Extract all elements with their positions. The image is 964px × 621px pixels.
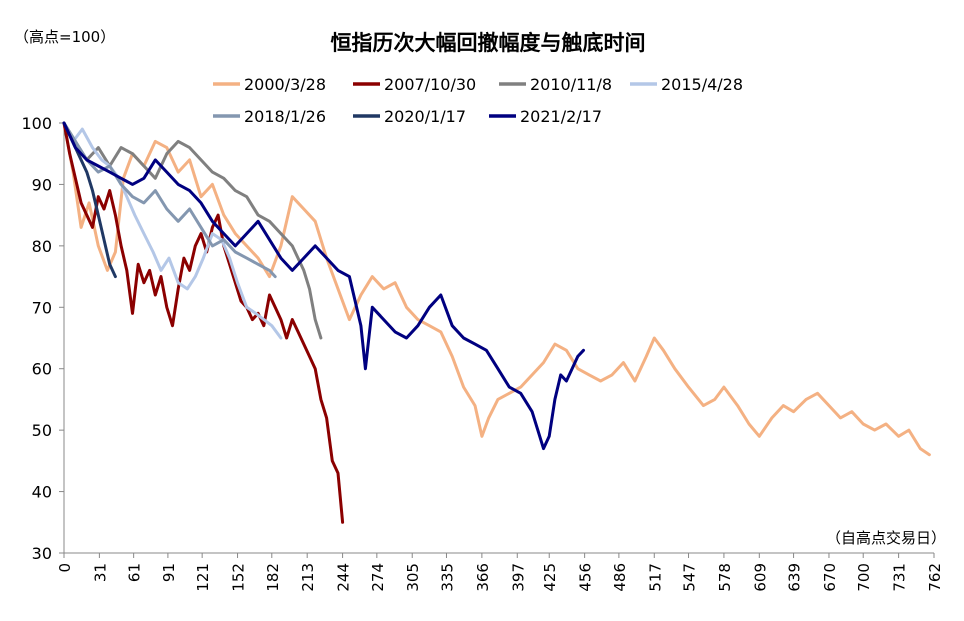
y-tick-label: 90 <box>32 175 52 194</box>
y-tick-label: 40 <box>32 483 52 502</box>
x-tick-label: 305 <box>404 563 422 592</box>
x-tick-label: 152 <box>230 563 248 592</box>
y-tick-label: 50 <box>32 421 52 440</box>
legend: 2000/3/28 2007/10/30 2010/11/8 2015/4/28 201… <box>213 75 743 126</box>
x-tick-label: 121 <box>194 563 212 592</box>
y-tick-label: 80 <box>32 237 52 256</box>
y-ticks: 30 40 50 60 70 80 90 100 <box>21 114 64 563</box>
x-tick-label: 456 <box>577 563 595 592</box>
series-lines <box>62 121 931 524</box>
legend-label: 2020/1/17 <box>384 107 466 126</box>
x-tick-label: 397 <box>509 563 527 592</box>
series-line-3 <box>62 121 283 340</box>
x-tick-label: 91 <box>160 563 178 582</box>
x-tick-label: 182 <box>264 563 282 592</box>
series-line-1 <box>62 121 345 524</box>
x-tick-label: 335 <box>438 563 456 592</box>
legend-label: 2021/2/17 <box>520 107 602 126</box>
series-line-4 <box>62 121 277 279</box>
legend-label: 2010/11/8 <box>530 75 612 94</box>
chart-title: 恒指历次大幅回撤幅度与触底时间 <box>331 31 646 55</box>
x-tick-label: 639 <box>786 563 804 592</box>
series-line-6 <box>62 121 585 451</box>
x-tick-label: 731 <box>891 563 909 592</box>
x-axis-label: （自高点交易日） <box>826 529 946 547</box>
x-tick-label: 61 <box>126 563 144 582</box>
y-tick-label: 60 <box>32 360 52 379</box>
y-tick-label: 70 <box>32 298 52 317</box>
x-ticks: 0 31 61 91 121 152 182 213 244 274 305 335 366 397 425… <box>56 553 944 592</box>
x-tick-label: 486 <box>611 563 629 592</box>
x-tick-label: 366 <box>474 563 492 592</box>
x-tick-label: 425 <box>541 563 559 592</box>
x-tick-label: 213 <box>299 563 317 592</box>
x-tick-label: 274 <box>369 563 387 592</box>
x-tick-label: 244 <box>335 563 353 592</box>
x-tick-label: 31 <box>91 563 109 582</box>
x-tick-label: 0 <box>56 563 74 573</box>
x-tick-label: 517 <box>646 563 664 592</box>
x-tick-label: 547 <box>681 563 699 592</box>
y-axis-label: （高点=100） <box>14 28 115 46</box>
legend-label: 2000/3/28 <box>244 75 326 94</box>
y-tick-label: 30 <box>32 544 52 563</box>
series-line-0 <box>62 121 931 457</box>
x-tick-label: 700 <box>855 563 873 592</box>
y-tick-label: 100 <box>21 114 52 133</box>
x-tick-label: 609 <box>751 563 769 592</box>
x-tick-label: 762 <box>926 563 944 592</box>
x-tick-label: 578 <box>716 563 734 592</box>
legend-label: 2018/1/26 <box>244 107 326 126</box>
x-tick-label: 670 <box>821 563 839 592</box>
legend-label: 2007/10/30 <box>384 75 476 94</box>
legend-label: 2015/4/28 <box>661 75 743 94</box>
